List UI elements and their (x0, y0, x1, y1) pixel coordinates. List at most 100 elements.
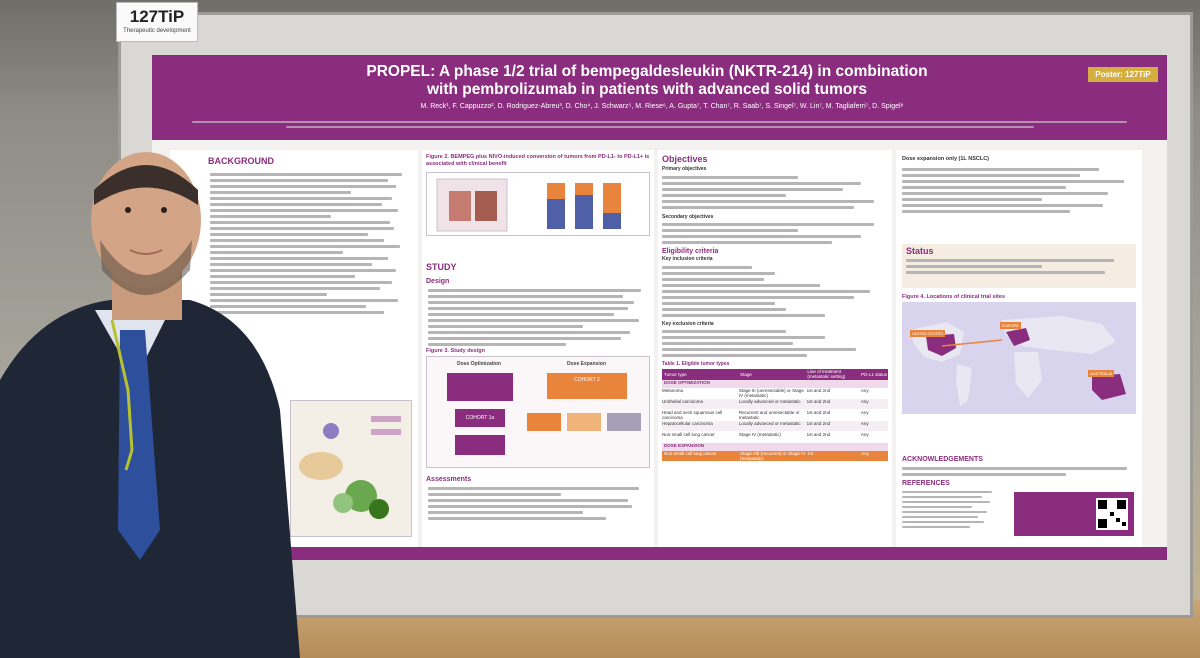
board-label-code: 127TiP (129, 7, 185, 26)
table-cell: Any (860, 398, 869, 404)
objectives-heading: Objectives (662, 154, 708, 164)
exclusion-text (658, 330, 892, 357)
status-text (902, 259, 1136, 274)
table-cell: 1st and 2nd (806, 409, 831, 415)
poster-header: PROPEL: A phase 1/2 trial of bempegaldes… (152, 55, 1167, 140)
dose-expansion-heading: Dose expansion only (1L NSCLC) (902, 156, 989, 162)
figure-3-study-design: Dose Optimization Dose Expansion COHORT … (426, 356, 650, 468)
study-heading: STUDY (426, 262, 457, 272)
table-row: Melanoma Stage III (unresectable) or Stag… (662, 388, 888, 398)
table-cell: Hepatocellular carcinoma (662, 420, 713, 426)
table-cell: Stage IV (metastatic) (738, 431, 781, 437)
table-header-line: Line of treatment (metastatic setting) (807, 369, 846, 379)
map-label-australia: AUSTRALIA (1088, 370, 1115, 377)
secondary-objectives-heading: Secondary objectives (662, 213, 714, 220)
table-row: Head and neck squamous cell carcinoma Rec… (662, 410, 888, 420)
map-label-europe: EUROPE (1000, 322, 1021, 329)
dose-optimization-label: Dose Optimization (457, 361, 501, 367)
table-cell: Any (860, 420, 869, 426)
table-row: Hepatocellular carcinoma Locally advanced… (662, 420, 888, 431)
poster-title-line-1: PROPEL: A phase 1/2 trial of bempegaldes… (366, 63, 928, 80)
acknowledgements-text (902, 464, 1136, 479)
design-box-population (447, 373, 513, 401)
acknowledgements-heading: ACKNOWLEDGEMENTS (902, 456, 983, 463)
table-group-expansion: DOSE EXPANSION (662, 442, 888, 451)
presenter-person (0, 152, 300, 658)
table-cell: Any (861, 450, 869, 456)
qr-code-pattern (1098, 500, 1126, 528)
inclusion-text (658, 265, 892, 317)
background-text (170, 166, 418, 314)
table-cell: 1st (807, 450, 814, 456)
table-cell: Urothelial carcinoma (662, 398, 704, 404)
table-cell: Head and neck squamous cell carcinoma (662, 409, 723, 420)
primary-objectives-text (658, 175, 892, 209)
figure-4-caption: Figure 4. Locations of clinical trial si… (902, 294, 1005, 300)
dose-expansion-text (896, 163, 1142, 213)
exclusion-heading: Key exclusion criteria (662, 320, 714, 327)
table-cell: Stage IIIb (recurrent) or Stage IV (meta… (740, 450, 806, 461)
poster: PROPEL: A phase 1/2 trial of bempegaldes… (152, 55, 1167, 560)
table-header-tumor: Tumor type (664, 371, 687, 377)
table-row: Urothelial carcinoma Locally advanced or … (662, 398, 888, 409)
design-box-cohort1b (455, 435, 505, 455)
table-cell: Any (860, 387, 869, 393)
design-box-cohort2: COHORT 2 (547, 373, 627, 399)
design-box-pdl1-neg (527, 413, 561, 431)
table-cell: 1st and 2nd (806, 398, 831, 404)
status-heading: Status (906, 246, 934, 256)
table-rows: Melanoma Stage III (unresectable) or Stag… (662, 388, 888, 442)
table-1-caption: Table 1. Eligible tumor types (662, 361, 730, 367)
primary-objectives-heading: Primary objectives (662, 166, 707, 172)
mechanism-illustration (299, 416, 401, 519)
figure-3-caption: Figure 3. Study design (426, 348, 485, 354)
table-row: Non-small cell lung cancer Stage IV (meta… (662, 432, 888, 442)
dose-expansion-label: Dose Expansion (567, 361, 606, 367)
poster-title-line-2: with pembrolizumab in patients with adva… (426, 81, 868, 98)
table-cell: 1st and 2nd (806, 431, 831, 437)
table-cell: Any (860, 409, 869, 415)
table-group-optimization: DOSE OPTIMIZATION (662, 379, 888, 388)
map-label-us: UNITED STATES (910, 330, 945, 337)
poster-affiliations (192, 118, 1127, 131)
design-text (428, 286, 650, 349)
column-study: Figure 2. BEMPEG plus NIVO-induced conve… (422, 150, 654, 550)
background-heading: BACKGROUND (208, 156, 274, 166)
table-cell: Any (860, 431, 869, 437)
poster-title: PROPEL: A phase 1/2 trial of bempegaldes… (262, 63, 1032, 99)
figure-2-chart (426, 172, 650, 236)
eligibility-heading: Eligibility criteria (662, 248, 719, 255)
world-map: UNITED STATES EUROPE AUSTRALIA (902, 302, 1136, 414)
column-status: Dose expansion only (1L NSCLC) Status Fi… (896, 150, 1142, 550)
secondary-objectives-text (658, 223, 892, 244)
assessments-text (428, 484, 650, 523)
qr-box (1014, 492, 1134, 536)
assessments-heading: Assessments (426, 476, 472, 483)
table-cell: Non-small cell lung cancer (662, 431, 715, 437)
board-label-card: 127TiP Therapeutic development (116, 2, 198, 42)
table-cell: 1st and 2nd (806, 387, 831, 393)
poster-authors: M. Reck¹, F. Cappuzzo², D. Rodriguez-Abr… (420, 103, 904, 110)
qr-code (1096, 498, 1128, 530)
design-box-pdl1-low (567, 413, 601, 431)
table-header-row: Tumor type Stage Line of treatment (meta… (662, 368, 888, 380)
table-cell: Stage III (unresectable) or Stage IV (me… (738, 387, 804, 398)
table-cell: Locally advanced or metastatic (738, 420, 801, 426)
table-header-stage: Stage (740, 371, 752, 377)
references-text (902, 488, 1002, 531)
figure-1-mechanism (290, 400, 412, 537)
world-map-graphic (910, 316, 1126, 406)
table-1: Tumor type Stage Line of treatment (meta… (662, 368, 888, 461)
poster-number-badge: Poster: 127TiP (1088, 67, 1158, 82)
table-cell: 1st and 2nd (806, 420, 831, 426)
status-box: Status (902, 244, 1136, 288)
figure-2-graphic (436, 178, 621, 232)
design-heading: Design (426, 278, 450, 285)
table-row-expansion: Non-small cell lung cancer Stage IIIb (re… (662, 450, 888, 461)
poster-footer (152, 547, 1167, 560)
board-label-subtitle: Therapeutic development (123, 28, 191, 34)
column-objectives: Objectives Primary objectives Secondary … (658, 150, 892, 550)
figure-2-caption: Figure 2. BEMPEG plus NIVO-induced conve… (426, 154, 650, 167)
design-box-pdl1-high (607, 413, 641, 431)
table-cell: Non-small cell lung cancer (664, 450, 717, 456)
